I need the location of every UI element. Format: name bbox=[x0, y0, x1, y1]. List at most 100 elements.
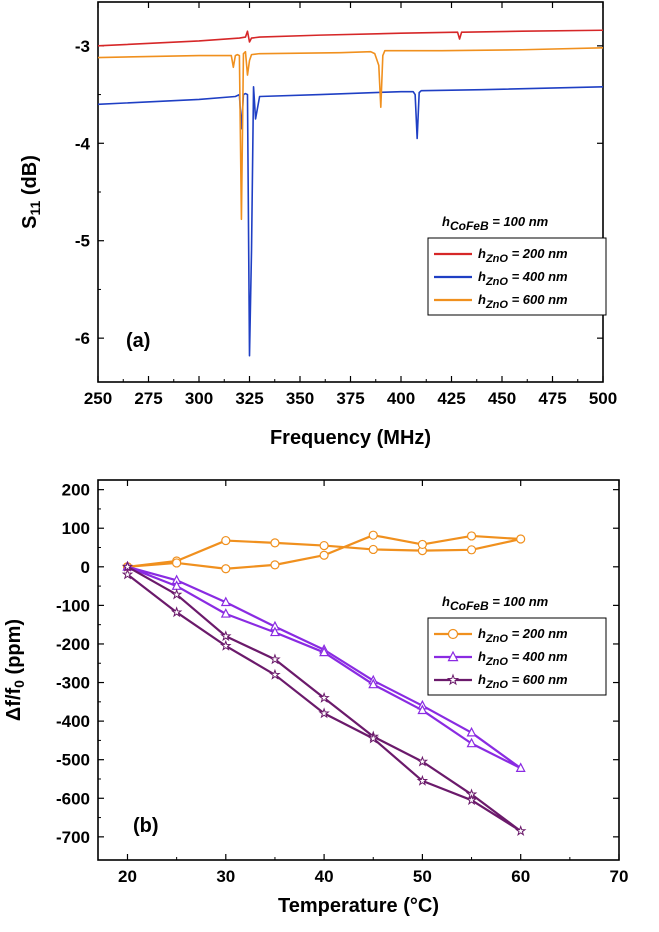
star-marker bbox=[170, 588, 183, 600]
circle-marker bbox=[221, 564, 231, 574]
legend-label: hZnO = 600 nm bbox=[478, 292, 568, 311]
y-axis-label-part-1: 0 bbox=[11, 680, 27, 688]
y-axis-label-part-2: (dB) bbox=[19, 155, 41, 201]
legend-title-part-2: = 100 nm bbox=[489, 214, 549, 229]
series-0 bbox=[97, 29, 604, 47]
plot-frame bbox=[97, 1, 604, 383]
legend-label-part-1: ZnO bbox=[485, 253, 508, 265]
legend-label-part-0: h bbox=[478, 672, 486, 687]
x-axis-label: Temperature (°C) bbox=[278, 895, 439, 917]
triangle-marker bbox=[417, 704, 428, 715]
star-marker bbox=[318, 691, 330, 703]
legend-entry-0: hZnO = 200 nm bbox=[434, 626, 568, 645]
series-line bbox=[97, 46, 604, 221]
legend-label: hZnO = 200 nm bbox=[478, 246, 568, 265]
legend-label-part-1: ZnO bbox=[485, 656, 508, 668]
legend-entry-1: hZnO = 400 nm bbox=[434, 649, 568, 668]
x-tick-label: 20 bbox=[118, 867, 137, 886]
y-axis-label-part-2: (ppm) bbox=[3, 619, 25, 680]
triangle-marker bbox=[220, 608, 231, 618]
star-marker bbox=[514, 825, 527, 836]
series-line bbox=[97, 29, 604, 47]
legend-label-part-0: h bbox=[478, 246, 486, 261]
circle-marker bbox=[221, 535, 231, 546]
x-tick-label: 70 bbox=[610, 867, 629, 886]
triangle-marker bbox=[447, 650, 459, 662]
y-tick-label: -5 bbox=[75, 232, 90, 251]
circle-marker bbox=[466, 531, 477, 541]
y-axis-label: Δf/f0 (ppm) bbox=[3, 619, 27, 721]
legend-title-part-0: h bbox=[442, 594, 450, 609]
circle-marker bbox=[466, 545, 477, 555]
legend-label: hZnO = 600 nm bbox=[478, 672, 568, 691]
star-marker bbox=[170, 606, 183, 618]
star-marker bbox=[220, 630, 232, 642]
x-tick-label: 300 bbox=[185, 389, 213, 408]
y-tick-label: -300 bbox=[56, 674, 90, 693]
series-2 bbox=[121, 560, 527, 836]
x-tick-label: 60 bbox=[511, 867, 530, 886]
star-marker bbox=[269, 668, 281, 680]
circle-marker bbox=[270, 538, 280, 548]
legend-label-part-1: ZnO bbox=[485, 276, 508, 288]
x-axis-label: Frequency (MHz) bbox=[270, 427, 431, 449]
star-marker bbox=[121, 568, 134, 580]
chart-panel-a: 250 275 300 325 350 375 400 425 450 475 500 -6 -5 -4 -… bbox=[19, 1, 617, 449]
legend-title-part-2: = 100 nm bbox=[489, 594, 549, 609]
x-tick-label: 500 bbox=[589, 389, 617, 408]
legend-label-part-2: = 400 nm bbox=[508, 269, 568, 284]
triangle-marker bbox=[269, 626, 280, 637]
star-marker bbox=[318, 707, 330, 719]
plot-frame bbox=[97, 479, 620, 861]
panel-label: (a) bbox=[126, 330, 150, 352]
legend-label-part-2: = 600 nm bbox=[508, 672, 568, 687]
circle-marker bbox=[417, 539, 427, 550]
legend-label: hZnO = 400 nm bbox=[478, 269, 568, 288]
y-axis-label: S11 (dB) bbox=[19, 155, 43, 229]
circle-marker bbox=[270, 560, 280, 570]
star-marker bbox=[465, 794, 478, 806]
circle-marker bbox=[368, 530, 378, 540]
star-marker bbox=[220, 639, 232, 651]
triangle-marker bbox=[220, 596, 231, 607]
legend-label-part-0: h bbox=[478, 626, 486, 641]
legend-label-part-0: h bbox=[478, 269, 486, 284]
x-tick-label: 350 bbox=[286, 389, 314, 408]
x-tick-label: 425 bbox=[437, 389, 465, 408]
triangle-marker bbox=[368, 678, 379, 689]
legend-label-part-0: h bbox=[478, 292, 486, 307]
series-2 bbox=[97, 46, 604, 221]
series-0 bbox=[122, 530, 526, 574]
legend-label-part-1: ZnO bbox=[485, 679, 508, 691]
panel-label: (b) bbox=[133, 815, 159, 837]
triangle-marker bbox=[466, 737, 477, 748]
legend-label-part-2: = 400 nm bbox=[508, 649, 568, 664]
y-tick-label: 100 bbox=[62, 519, 90, 538]
star-marker bbox=[269, 653, 281, 665]
x-tick-label: 275 bbox=[134, 389, 162, 408]
y-axis-label-part-0: Δf/f bbox=[3, 687, 25, 721]
legend-label-part-1: ZnO bbox=[485, 299, 508, 311]
x-tick-label: 450 bbox=[488, 389, 516, 408]
y-axis-label-part-1: 11 bbox=[27, 200, 43, 215]
y-tick-label: -100 bbox=[56, 596, 90, 615]
y-tick-label: -400 bbox=[56, 712, 90, 731]
legend-label: hZnO = 200 nm bbox=[478, 626, 568, 645]
x-tick-label: 375 bbox=[336, 389, 364, 408]
y-tick-label: -4 bbox=[75, 134, 91, 153]
x-tick-label: 40 bbox=[315, 867, 334, 886]
y-tick-label: 200 bbox=[62, 481, 90, 500]
legend-label-part-2: = 200 nm bbox=[508, 626, 568, 641]
circle-marker bbox=[319, 540, 329, 551]
y-tick-label: 0 bbox=[81, 558, 90, 577]
y-tick-label: -700 bbox=[56, 828, 90, 847]
legend-entry-0: hZnO = 200 nm bbox=[434, 246, 568, 265]
star-marker bbox=[416, 755, 429, 767]
legend-title-part-1: CoFeB bbox=[450, 599, 489, 613]
legend-entry-2: hZnO = 600 nm bbox=[434, 292, 568, 311]
y-tick-label: -200 bbox=[56, 635, 90, 654]
circle-marker bbox=[368, 544, 378, 555]
star-marker bbox=[367, 732, 379, 744]
legend-label: hZnO = 400 nm bbox=[478, 649, 568, 668]
y-tick-label: -600 bbox=[56, 789, 90, 808]
